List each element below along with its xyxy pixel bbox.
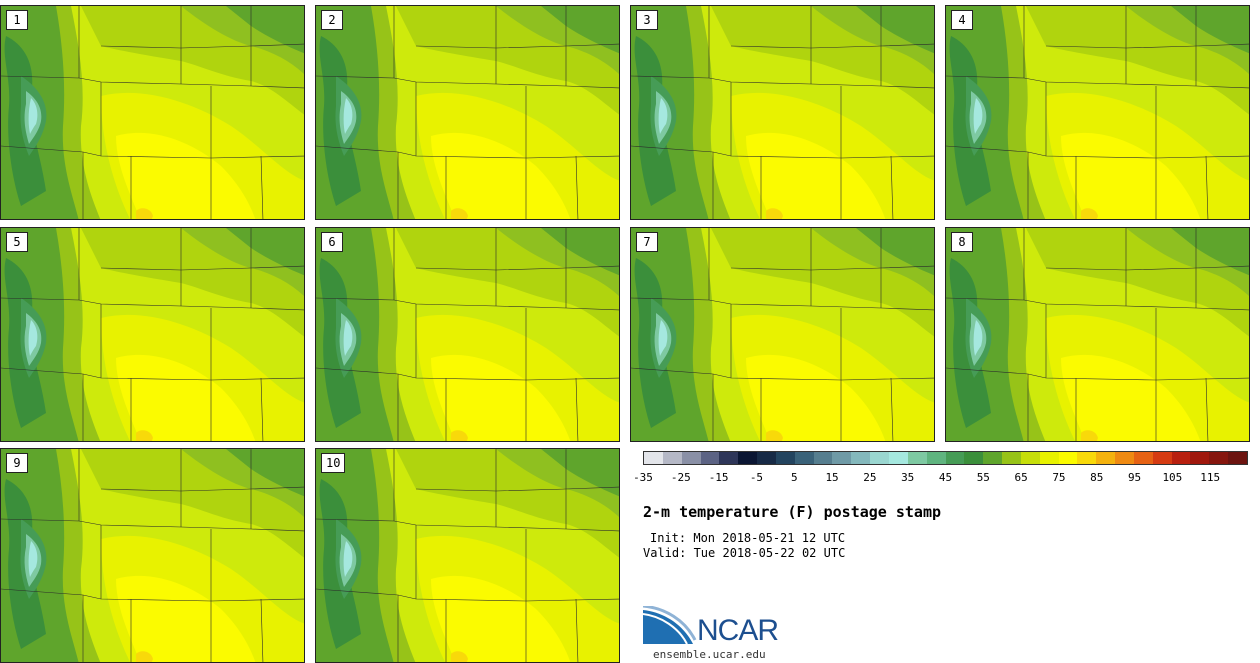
colorbar-swatch [662, 452, 682, 464]
colorbar-tick-label: 5 [790, 471, 798, 484]
colorbar-swatch [945, 452, 965, 464]
colorbar-swatch [888, 452, 908, 464]
map-panel-9: 9 [0, 448, 305, 663]
colorbar-swatch [813, 452, 833, 464]
init-time: Init: Mon 2018-05-21 12 UTC [650, 531, 846, 545]
colorbar-swatch [1058, 452, 1078, 464]
panel-label: 2 [321, 10, 343, 30]
valid-time: Valid: Tue 2018-05-22 02 UTC [643, 546, 846, 560]
map-panel-6: 6 [315, 227, 620, 442]
colorbar-tick-label: 35 [901, 471, 915, 484]
colorbar-swatch [1039, 452, 1059, 464]
panel-label: 6 [321, 232, 343, 252]
panel-label: 4 [951, 10, 973, 30]
temperature-map [1, 449, 304, 662]
colorbar-tick-label: 65 [1014, 471, 1028, 484]
colorbar-swatch [926, 452, 946, 464]
temperature-map [946, 6, 1249, 219]
map-panel-4: 4 [945, 5, 1250, 220]
colorbar-tick-label: -15 [708, 471, 729, 484]
temperature-map [946, 228, 1249, 441]
colorbar-swatch [870, 452, 889, 464]
colorbar-swatch [1020, 452, 1040, 464]
colorbar-swatch [1077, 452, 1097, 464]
map-panel-2: 2 [315, 5, 620, 220]
map-panel-1: 1 [0, 5, 305, 220]
colorbar-tick-label: 85 [1090, 471, 1104, 484]
colorbar-swatch [1133, 452, 1153, 464]
colorbar-swatch [1096, 452, 1116, 464]
plot-title: 2-m temperature (F) postage stamp [643, 503, 942, 521]
colorbar-swatch [1002, 452, 1021, 464]
temperature-colorbar [643, 451, 1248, 465]
colorbar-swatch [1115, 452, 1134, 464]
colorbar-tick-label: -5 [749, 471, 764, 484]
colorbar-swatch [700, 452, 720, 464]
panel-label: 10 [321, 453, 346, 473]
colorbar-swatch [681, 452, 701, 464]
colorbar-swatch [851, 452, 871, 464]
panel-label: 7 [636, 232, 658, 252]
panel-label: 1 [6, 10, 28, 30]
colorbar-tick-label: 25 [863, 471, 877, 484]
temperature-map [316, 6, 619, 219]
colorbar-tick-label: 95 [1127, 471, 1142, 484]
colorbar-tick-label: 75 [1052, 471, 1066, 484]
temperature-map [316, 228, 619, 441]
panel-label: 5 [6, 232, 28, 252]
colorbar-tick-label: -25 [670, 471, 691, 484]
map-panel-5: 5 [0, 227, 305, 442]
colorbar-swatch [1209, 452, 1229, 464]
panel-label: 3 [636, 10, 658, 30]
colorbar-swatch [757, 452, 776, 464]
colorbar-swatch [1228, 452, 1247, 464]
colorbar-ticks: -35 -25 -15 -5 5 15 25 35 45 55 65 75 85 95 105 115 [633, 471, 1248, 485]
colorbar-swatch [832, 452, 852, 464]
ncar-logo-text: NCAR [697, 614, 779, 647]
colorbar-tick-label: 15 [825, 471, 839, 484]
map-panel-10: 10 [315, 448, 620, 663]
colorbar-swatch [775, 452, 795, 464]
temperature-map [1, 6, 304, 219]
colorbar-swatch [964, 452, 984, 464]
temperature-map [316, 449, 619, 662]
map-panel-8: 8 [945, 227, 1250, 442]
panel-label: 9 [6, 453, 28, 473]
colorbar-tick-label: -35 [633, 471, 653, 484]
panel-label: 8 [951, 232, 973, 252]
colorbar-swatch [719, 452, 739, 464]
colorbar-swatch [738, 452, 758, 464]
colorbar-tick-label: 55 [976, 471, 990, 484]
colorbar-swatch [1152, 452, 1172, 464]
colorbar-swatch [794, 452, 814, 464]
temperature-map [631, 6, 934, 219]
ncar-logo-icon [643, 606, 697, 645]
colorbar-swatch [1171, 452, 1191, 464]
colorbar-swatch [907, 452, 927, 464]
colorbar-tick-label: 105 [1162, 471, 1183, 484]
colorbar-tick-label: 115 [1200, 471, 1221, 484]
temperature-map [1, 228, 304, 441]
map-panel-7: 7 [630, 227, 935, 442]
colorbar-tick-label: 45 [938, 471, 953, 484]
colorbar-swatch [644, 452, 663, 464]
map-panel-3: 3 [630, 5, 935, 220]
temperature-map [631, 228, 934, 441]
site-url: ensemble.ucar.edu [653, 648, 766, 661]
colorbar-swatch [1190, 452, 1210, 464]
colorbar-swatch [983, 452, 1003, 464]
